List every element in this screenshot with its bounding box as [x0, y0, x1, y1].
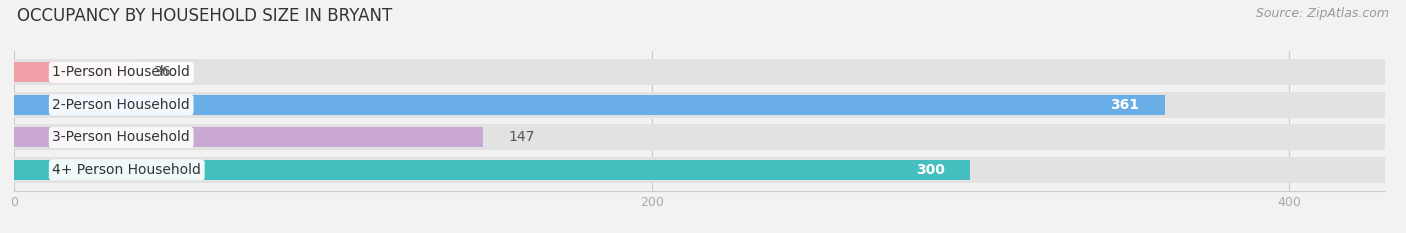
Bar	[14, 127, 482, 147]
Bar	[14, 157, 1385, 183]
Bar	[14, 62, 129, 82]
Text: 3-Person Household: 3-Person Household	[52, 130, 190, 144]
Text: 147: 147	[508, 130, 534, 144]
Text: 361: 361	[1111, 98, 1139, 112]
Text: 4+ Person Household: 4+ Person Household	[52, 163, 201, 177]
Text: Source: ZipAtlas.com: Source: ZipAtlas.com	[1256, 7, 1389, 20]
Bar	[14, 92, 1385, 118]
Bar	[14, 59, 1385, 86]
Bar	[14, 95, 1166, 115]
Bar	[14, 160, 970, 180]
Text: 2-Person Household: 2-Person Household	[52, 98, 190, 112]
Text: 300: 300	[917, 163, 945, 177]
Text: 36: 36	[155, 65, 172, 79]
Text: 1-Person Household: 1-Person Household	[52, 65, 190, 79]
Bar	[14, 124, 1385, 151]
Text: OCCUPANCY BY HOUSEHOLD SIZE IN BRYANT: OCCUPANCY BY HOUSEHOLD SIZE IN BRYANT	[17, 7, 392, 25]
